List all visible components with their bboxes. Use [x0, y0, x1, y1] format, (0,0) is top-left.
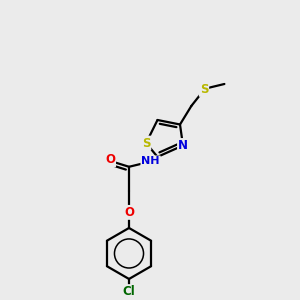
- Text: Cl: Cl: [123, 285, 135, 298]
- Text: O: O: [124, 206, 134, 219]
- Text: NH: NH: [141, 156, 160, 167]
- Text: O: O: [105, 153, 115, 167]
- Text: S: S: [142, 136, 150, 150]
- Text: S: S: [200, 83, 208, 96]
- Text: N: N: [178, 139, 188, 152]
